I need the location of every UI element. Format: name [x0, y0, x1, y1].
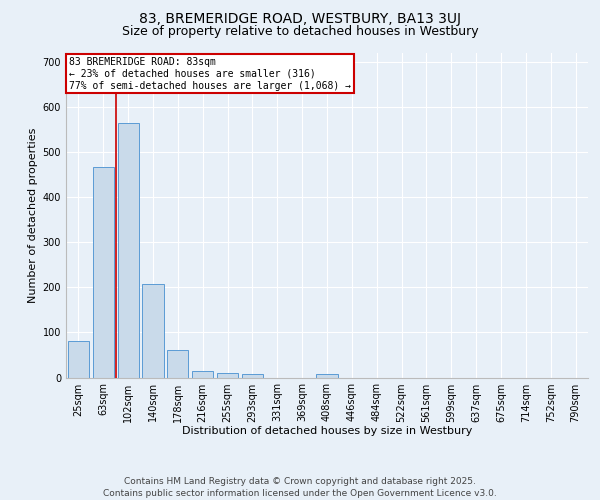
- Bar: [192, 370, 213, 378]
- Text: 83, BREMERIDGE ROAD, WESTBURY, BA13 3UJ: 83, BREMERIDGE ROAD, WESTBURY, BA13 3UJ: [139, 12, 461, 26]
- Bar: [68, 342, 89, 378]
- Text: Contains HM Land Registry data © Crown copyright and database right 2025.
Contai: Contains HM Land Registry data © Crown c…: [103, 476, 497, 498]
- Bar: [167, 350, 188, 378]
- Bar: [118, 124, 139, 378]
- Bar: [93, 166, 114, 378]
- Text: Size of property relative to detached houses in Westbury: Size of property relative to detached ho…: [122, 25, 478, 38]
- Bar: [142, 284, 164, 378]
- Bar: [316, 374, 338, 378]
- Bar: [217, 373, 238, 378]
- Text: 83 BREMERIDGE ROAD: 83sqm
← 23% of detached houses are smaller (316)
77% of semi: 83 BREMERIDGE ROAD: 83sqm ← 23% of detac…: [68, 58, 350, 90]
- X-axis label: Distribution of detached houses by size in Westbury: Distribution of detached houses by size …: [182, 426, 472, 436]
- Bar: [242, 374, 263, 378]
- Y-axis label: Number of detached properties: Number of detached properties: [28, 128, 38, 302]
